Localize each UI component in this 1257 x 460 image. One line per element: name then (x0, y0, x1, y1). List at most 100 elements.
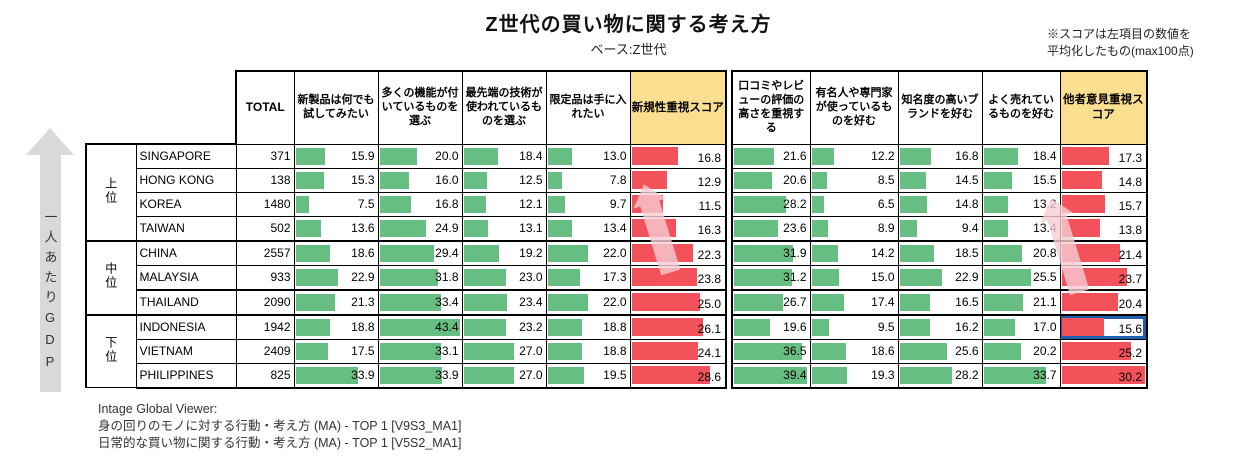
value-cell: 14.2 (809, 239, 899, 266)
group-label-text: 上位 (103, 176, 118, 205)
green-bar (811, 171, 828, 189)
cell-number: 13.0 (603, 148, 627, 163)
country-label: PHILIPPINES (135, 362, 237, 389)
col-header-total: TOTAL (235, 70, 295, 145)
green-bar (379, 244, 434, 262)
total-value: 2090 (235, 288, 295, 315)
green-bar (811, 195, 824, 213)
green-bar (983, 268, 1031, 286)
cell-number: 22.9 (955, 269, 979, 284)
gdp-arrow-body (39, 155, 61, 392)
cell-number: 11.5 (698, 198, 721, 213)
green-bar (547, 268, 580, 286)
value-cell: 33.4 (377, 288, 463, 315)
green-bar (811, 342, 846, 360)
cell-number: 13.8 (1118, 222, 1142, 237)
green-bar (295, 366, 359, 384)
cell-number: 25.5 (1033, 269, 1057, 284)
value-cell: 16.8 (377, 191, 463, 217)
page-title: Z世代の買い物に関する考え方 (485, 14, 772, 36)
green-bar (899, 293, 930, 311)
value-cell: 7.5 (293, 191, 379, 217)
cell-number: 23.2 (519, 319, 543, 334)
value-cell: 23.6 (731, 215, 811, 241)
total-value: 825 (235, 362, 295, 389)
green-bar (463, 293, 507, 311)
country-label: MALAYSIA (135, 264, 237, 290)
green-bar (899, 366, 952, 384)
group-label: 中位 (85, 239, 137, 315)
cell-number: 23.7 (1118, 271, 1142, 286)
value-cell: 17.0 (981, 313, 1061, 340)
cell-number: 22.0 (603, 245, 627, 260)
green-bar (983, 342, 1021, 360)
cell-number: 27.0 (519, 367, 543, 382)
country-label: CHINA (135, 239, 237, 266)
value-cell: 14.8 (897, 191, 983, 217)
green-bar (734, 171, 773, 189)
col-header-novelty-1: 新製品は何でも試してみたい (293, 70, 379, 145)
cell-number: 17.3 (603, 269, 627, 284)
country-label: SINGAPORE (135, 143, 237, 169)
green-bar (463, 366, 514, 384)
red-bar (1061, 341, 1131, 360)
gdp-axis-label: 一人あたりGDP (42, 210, 58, 376)
green-bar (547, 366, 584, 384)
cell-number: 15.9 (351, 148, 375, 163)
cell-number: 19.5 (603, 367, 627, 382)
cell-number: 12.5 (519, 172, 543, 187)
cell-number: 9.4 (961, 220, 979, 235)
cell-number: 14.8 (955, 196, 979, 211)
cell-number: 25.6 (955, 343, 979, 358)
country-label: KOREA (135, 191, 237, 217)
red-bar (631, 146, 678, 165)
table-row: VIETNAM 2409 17.5 33.1 27.0 18.8 24.1 36.5 18.6 2… (86, 338, 1148, 364)
cell-number: 23.0 (519, 269, 543, 284)
cell-number: 23.4 (519, 294, 543, 309)
red-bar (1061, 194, 1105, 213)
green-bar (547, 219, 573, 237)
cell-number: 14.8 (1118, 174, 1142, 189)
value-cell: 18.6 (809, 338, 899, 364)
cell-number: 39.4 (783, 367, 807, 382)
green-bar (379, 195, 411, 213)
group-label: 上位 (85, 143, 137, 241)
green-bar (811, 268, 840, 286)
gdp-axis: 一人あたりGDP (26, 128, 74, 392)
green-bar (295, 244, 330, 262)
cell-number: 20.8 (1033, 245, 1057, 260)
table-row: 下位 INDONESIA 1942 18.8 43.4 23.2 18.8 26.1 19.6 9… (85, 313, 1148, 388)
cell-number: 8.5 (877, 172, 895, 187)
cell-number: 22.3 (697, 247, 721, 262)
group-label-text: 中位 (103, 262, 118, 290)
value-cell: 18.8 (545, 338, 631, 364)
cell-number: 36.5 (783, 343, 807, 358)
cell-number: 33.9 (351, 367, 375, 382)
cell-number: 12.2 (871, 148, 895, 163)
cell-number: 23.8 (697, 271, 721, 286)
green-bar (811, 244, 838, 262)
source-line2: 身の回りのモノに対する行動・考え方 (MA) - TOP 1 [V9S3_MA1… (98, 419, 462, 433)
score-cell: 26.1 (629, 313, 727, 340)
green-bar (547, 293, 589, 311)
cell-number: 16.5 (955, 294, 979, 309)
value-cell: 6.5 (809, 191, 899, 217)
col-header-novelty-4: 限定品は手に入れたい (545, 70, 631, 145)
green-bar (811, 219, 828, 237)
green-bar (463, 219, 488, 237)
cell-number: 9.7 (609, 196, 627, 211)
cell-number: 25.2 (1118, 345, 1142, 360)
cell-number: 25.0 (697, 296, 721, 311)
value-cell: 26.7 (731, 288, 811, 315)
green-bar (734, 147, 774, 165)
green-bar (547, 318, 583, 336)
col-header-others-3: 知名度の高いブランドを好む (897, 70, 983, 145)
green-bar (379, 171, 410, 189)
title-block: Z世代の買い物に関する考え方 ベース:Z世代 (0, 8, 1257, 58)
green-bar (547, 342, 583, 360)
green-bar (734, 219, 778, 237)
green-bar (899, 147, 931, 165)
total-value: 371 (235, 143, 295, 169)
table-row: KOREA14807.516.812.19.711.528.26.514.813… (86, 191, 1148, 217)
value-cell: 13.1 (461, 215, 547, 241)
